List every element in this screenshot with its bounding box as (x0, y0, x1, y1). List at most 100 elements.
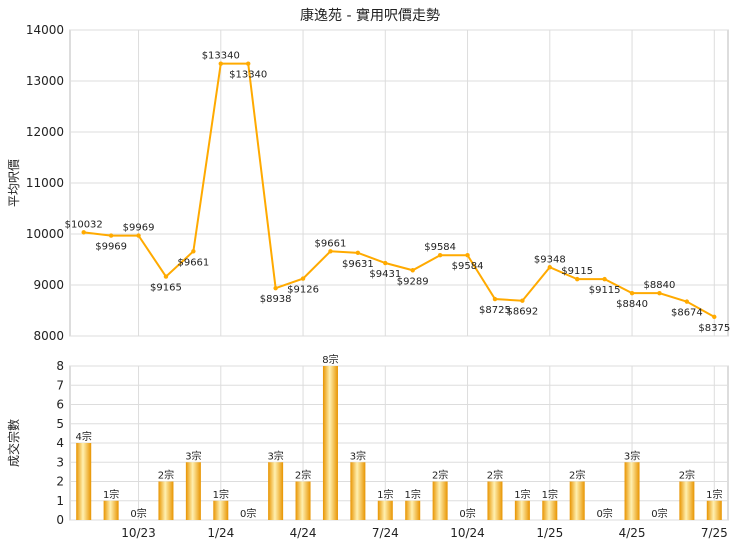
price-data-label: $9969 (95, 242, 127, 253)
transaction-bar (185, 462, 201, 520)
transaction-bar (405, 500, 421, 520)
price-data-label: $9431 (369, 269, 401, 280)
price-data-label: $9348 (534, 254, 566, 265)
bar-y-tick-label: 5 (56, 417, 64, 431)
bar-data-label: 0宗 (651, 507, 667, 520)
bar-y-tick-label: 0 (56, 513, 64, 527)
price-point (136, 233, 141, 238)
bar-data-label: 0宗 (240, 507, 256, 520)
price-data-label: $9584 (452, 261, 484, 272)
price-data-label: $8938 (260, 294, 292, 305)
bar-data-label: 3宗 (624, 449, 640, 462)
bar-data-label: 3宗 (267, 449, 283, 462)
transaction-bar (350, 462, 366, 520)
price-data-label: $9661 (177, 257, 209, 268)
bar-data-label: 1宗 (706, 488, 722, 501)
bar-y-tick-label: 7 (56, 378, 64, 392)
price-point (218, 61, 223, 66)
price-point (81, 230, 86, 235)
transaction-bar (158, 481, 174, 520)
bar-data-label: 1宗 (405, 488, 421, 501)
transaction-bar (213, 500, 229, 520)
price-point (629, 290, 635, 296)
price-data-label: $13340 (229, 70, 267, 81)
bar-y-tick-label: 6 (56, 398, 64, 412)
price-point (246, 61, 251, 66)
price-data-label: $8692 (506, 307, 538, 318)
price-point (602, 276, 607, 282)
price-data-labels: $10032 $9969 $9969 $9165 $9661 $13340 $13340 $8… (65, 51, 731, 334)
price-data-label: $9126 (287, 285, 319, 296)
bar-data-label: 4宗 (76, 430, 92, 443)
price-y-axis-label: 平均呎價 (7, 159, 21, 207)
bar-data-label: 2宗 (295, 469, 311, 482)
bar-y-tick-label: 2 (56, 475, 64, 489)
price-point (410, 268, 415, 273)
bar-data-label: 3宗 (350, 449, 366, 462)
bar-data-label: 0宗 (459, 507, 475, 520)
bar-x-ticks: 10/23 1/24 4/24 7/24 10/24 1/25 4/25 7/25 (121, 526, 728, 540)
price-data-label: $9165 (150, 283, 182, 294)
bar-grid (70, 365, 728, 521)
transaction-bars (76, 366, 722, 520)
bar-data-labels: 4宗 1宗 0宗 2宗 3宗 1宗 0宗 3宗 2宗 8宗 3宗 1宗 1宗 2宗 0宗 2宗 1宗 1宗 2宗 0宗… (76, 353, 723, 520)
transaction-bar (76, 443, 92, 520)
transaction-bar (487, 481, 503, 520)
price-point (684, 299, 690, 304)
transaction-bar (624, 462, 640, 520)
bar-x-tick-label: 4/24 (290, 526, 317, 540)
bar-data-label: 2宗 (487, 469, 503, 482)
price-point (163, 274, 169, 279)
price-data-label: $8375 (698, 323, 730, 334)
bar-y-tick-label: 3 (56, 455, 64, 469)
transaction-bar (432, 481, 448, 520)
transaction-bar (514, 500, 530, 520)
price-data-label: $9289 (397, 276, 429, 287)
price-point (492, 296, 498, 302)
bar-x-tick-label: 7/24 (372, 526, 399, 540)
price-data-label: $9584 (424, 242, 456, 253)
bar-data-label: 1宗 (514, 488, 530, 501)
bar-x-tick-label: 4/25 (619, 526, 646, 540)
bar-data-label: 2宗 (679, 469, 695, 482)
bar-y-axis-label: 成交宗數 (6, 419, 21, 467)
bar-y-tick-label: 8 (56, 359, 64, 373)
bar-data-label: 3宗 (185, 449, 201, 462)
transaction-bar (679, 481, 695, 520)
price-y-ticks: 8000 9000 10000 11000 12000 13000 14000 (26, 23, 64, 343)
bar-data-label: 0宗 (596, 507, 612, 520)
price-point (465, 253, 470, 258)
price-point (575, 276, 580, 282)
bar-y-tick-label: 1 (56, 494, 64, 508)
price-y-tick-label: 10000 (26, 227, 64, 241)
bar-x-tick-label: 7/25 (701, 526, 728, 540)
price-y-tick-label: 9000 (33, 278, 64, 292)
price-point (520, 298, 525, 303)
price-y-tick-label: 12000 (26, 125, 64, 139)
price-point (437, 253, 443, 258)
transaction-bar (295, 481, 311, 520)
transaction-bar (542, 500, 558, 520)
bar-y-ticks: 0 1 2 3 4 5 6 7 8 (56, 359, 64, 527)
price-point (300, 276, 306, 281)
bar-y-tick-label: 4 (56, 436, 64, 450)
price-data-label: $10032 (65, 219, 103, 230)
price-point (712, 314, 717, 320)
price-point (355, 250, 361, 256)
transaction-bar (322, 366, 338, 520)
price-data-label: $8840 (644, 280, 676, 291)
price-y-tick-label: 14000 (26, 23, 64, 37)
bar-data-label: 0宗 (130, 507, 146, 520)
price-point (383, 260, 388, 266)
price-y-tick-label: 8000 (33, 329, 64, 343)
price-data-label: $8674 (671, 308, 703, 319)
price-point (108, 233, 114, 238)
transaction-bar (103, 500, 119, 520)
bar-x-tick-label: 1/25 (536, 526, 563, 540)
price-series (81, 61, 717, 320)
price-data-label: $9661 (315, 238, 347, 249)
price-point (191, 249, 196, 254)
price-data-label: $13340 (202, 51, 240, 62)
price-data-label: $9115 (561, 266, 593, 277)
